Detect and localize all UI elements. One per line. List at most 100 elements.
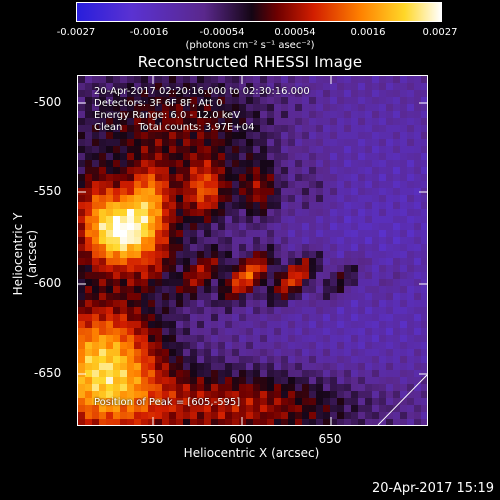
- image-pixel: [183, 83, 190, 90]
- image-pixel: [379, 265, 386, 272]
- image-pixel: [379, 419, 386, 425]
- image-pixel: [148, 307, 155, 314]
- image-pixel: [386, 209, 393, 216]
- image-pixel: [295, 153, 302, 160]
- image-pixel: [113, 370, 120, 377]
- image-pixel: [288, 286, 295, 293]
- image-pixel: [400, 412, 407, 419]
- image-pixel: [253, 363, 260, 370]
- image-pixel: [274, 237, 281, 244]
- image-pixel: [421, 216, 427, 223]
- image-pixel: [407, 384, 414, 391]
- image-pixel: [365, 328, 372, 335]
- image-pixel: [211, 244, 218, 251]
- image-pixel: [288, 181, 295, 188]
- image-pixel: [407, 335, 414, 342]
- image-pixel: [239, 335, 246, 342]
- image-pixel: [127, 419, 134, 425]
- image-pixel: [274, 391, 281, 398]
- image-pixel: [85, 83, 92, 90]
- image-pixel: [232, 258, 239, 265]
- image-pixel: [316, 90, 323, 97]
- image-pixel: [246, 349, 253, 356]
- image-pixel: [225, 111, 232, 118]
- image-pixel: [225, 335, 232, 342]
- image-pixel: [99, 370, 106, 377]
- image-pixel: [85, 167, 92, 174]
- image-pixel: [253, 125, 260, 132]
- image-pixel: [407, 258, 414, 265]
- image-pixel: [365, 293, 372, 300]
- image-pixel: [92, 349, 99, 356]
- image-pixel: [197, 258, 204, 265]
- image-pixel: [246, 342, 253, 349]
- image-pixel: [379, 167, 386, 174]
- image-pixel: [281, 139, 288, 146]
- image-pixel: [148, 153, 155, 160]
- image-pixel: [148, 118, 155, 125]
- image-pixel: [407, 90, 414, 97]
- image-pixel: [127, 412, 134, 419]
- image-pixel: [253, 230, 260, 237]
- image-pixel: [400, 244, 407, 251]
- image-pixel: [106, 293, 113, 300]
- image-pixel: [274, 300, 281, 307]
- image-pixel: [281, 370, 288, 377]
- image-pixel: [141, 356, 148, 363]
- image-pixel: [344, 349, 351, 356]
- image-pixel: [169, 76, 176, 83]
- image-pixel: [337, 342, 344, 349]
- image-pixel: [78, 223, 85, 230]
- image-pixel: [337, 230, 344, 237]
- image-pixel: [239, 412, 246, 419]
- image-pixel: [99, 279, 106, 286]
- image-pixel: [274, 104, 281, 111]
- image-pixel: [78, 265, 85, 272]
- image-pixel: [113, 356, 120, 363]
- image-pixel: [372, 195, 379, 202]
- image-pixel: [281, 97, 288, 104]
- image-pixel: [386, 391, 393, 398]
- image-pixel: [246, 300, 253, 307]
- image-pixel: [218, 419, 225, 425]
- image-pixel: [316, 356, 323, 363]
- image-pixel: [246, 118, 253, 125]
- image-pixel: [148, 286, 155, 293]
- image-pixel: [232, 223, 239, 230]
- image-pixel: [169, 405, 176, 412]
- image-pixel: [351, 90, 358, 97]
- image-pixel: [155, 363, 162, 370]
- image-pixel: [169, 265, 176, 272]
- x-axis-label: Heliocentric X (arcsec): [183, 446, 320, 460]
- image-pixel: [393, 160, 400, 167]
- image-pixel: [281, 377, 288, 384]
- image-pixel: [267, 223, 274, 230]
- image-pixel: [386, 167, 393, 174]
- image-pixel: [330, 125, 337, 132]
- image-pixel: [141, 279, 148, 286]
- image-pixel: [274, 97, 281, 104]
- image-pixel: [372, 363, 379, 370]
- image-pixel: [281, 237, 288, 244]
- image-pixel: [85, 90, 92, 97]
- image-pixel: [148, 97, 155, 104]
- image-pixel: [253, 195, 260, 202]
- image-pixel: [358, 153, 365, 160]
- image-pixel: [379, 174, 386, 181]
- image-pixel: [400, 104, 407, 111]
- image-pixel: [218, 293, 225, 300]
- image-pixel: [379, 293, 386, 300]
- image-pixel: [134, 342, 141, 349]
- image-pixel: [309, 384, 316, 391]
- image-pixel: [246, 181, 253, 188]
- image-pixel: [232, 132, 239, 139]
- image-pixel: [400, 307, 407, 314]
- image-pixel: [414, 265, 421, 272]
- image-pixel: [393, 97, 400, 104]
- image-pixel: [316, 202, 323, 209]
- image-pixel: [267, 83, 274, 90]
- image-pixel: [225, 230, 232, 237]
- image-pixel: [372, 76, 379, 83]
- image-pixel: [379, 405, 386, 412]
- image-pixel: [106, 356, 113, 363]
